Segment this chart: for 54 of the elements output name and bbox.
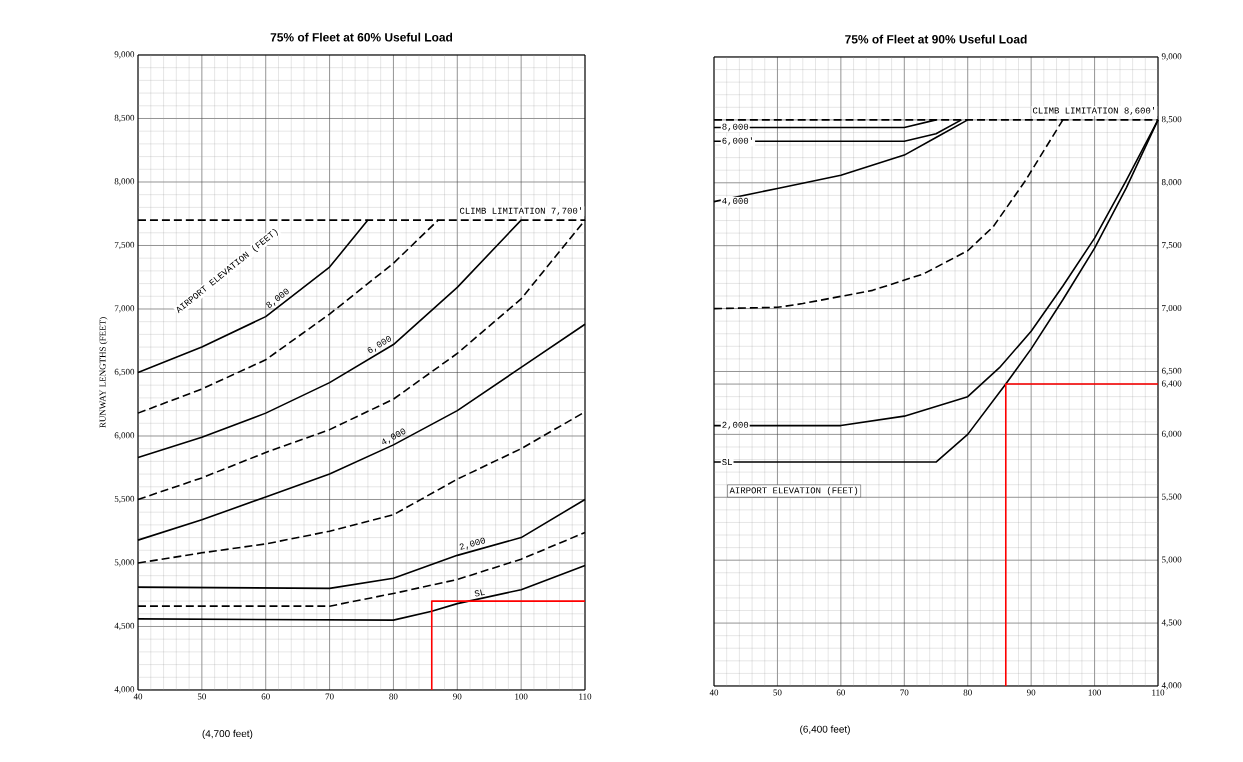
y-tick-label: 5,500	[114, 495, 135, 504]
y-tick-label: 5,000	[114, 559, 135, 567]
y-tick-label: 6,400	[1161, 380, 1182, 388]
x-tick-label: 40	[133, 693, 143, 700]
x-tick-label: 70	[325, 693, 334, 700]
text: (4,700 feet)	[202, 729, 253, 740]
y-tick-label: 4,500	[114, 622, 135, 631]
y-tick-label: 8,500	[1161, 116, 1182, 124]
y-tick-label: 8,000	[114, 178, 135, 186]
chart-title: 75% of Fleet at 60% Useful Load	[270, 32, 453, 42]
series-label: SL	[722, 459, 732, 466]
series-label: 8,000	[722, 123, 749, 132]
y-tick-label: 7,500	[114, 241, 135, 250]
y-tick-label: 6,000	[1161, 430, 1182, 439]
x-tick-label: 90	[1026, 689, 1036, 696]
x-tick-label: 110	[1152, 689, 1165, 696]
y-axis-title: RUNWAY LENGTHS (FEET)	[99, 317, 108, 428]
x-tick-label: 50	[197, 693, 207, 700]
series-label: 6,000'	[722, 137, 752, 146]
x-tick-label: 90	[453, 693, 462, 700]
x-tick-label: 100	[515, 693, 528, 700]
y-tick-label: 6,500	[1161, 367, 1182, 376]
x-tick-label: 40	[709, 689, 719, 696]
ref-line-label: CLIMB LIMITATION 8,600'	[1032, 107, 1154, 116]
y-tick-label: 9,000	[114, 51, 135, 59]
y-tick-label: 5,500	[1162, 493, 1182, 501]
y-tick-label: 8,000	[1161, 179, 1182, 187]
y-tick-label: 5,000	[1162, 556, 1182, 564]
y-tick-label: 8,500	[114, 114, 135, 123]
y-tick-label: 4,000	[1161, 682, 1182, 690]
ref-line-label: CLIMB LIMITATION 7,700'	[459, 207, 581, 216]
series-label: 2,000	[722, 421, 749, 430]
x-tick-label: 100	[1088, 689, 1101, 696]
y-tick-label: 4,000	[114, 686, 135, 694]
x-tick-label: 110	[579, 693, 592, 700]
y-tick-label: 7,000	[1162, 304, 1182, 313]
x-tick-label: 60	[261, 693, 270, 700]
x-tick-label: 80	[963, 689, 972, 696]
x-tick-label: 50	[773, 689, 782, 696]
x-tick-label: 70	[900, 689, 909, 696]
y-tick-label: 6,000	[114, 432, 135, 440]
y-tick-label: 6,500	[114, 368, 135, 377]
text: (6,400 feet)	[800, 725, 850, 735]
x-tick-label: 60	[836, 689, 846, 696]
text: SL	[474, 589, 486, 597]
x-tick-label: 80	[389, 693, 398, 700]
chart-title: 75% of Fleet at 90% Useful Load	[845, 34, 1027, 44]
text: 2,000	[459, 537, 485, 550]
annotation: AIRPORT ELEVATION (FEET)	[729, 486, 858, 496]
y-tick-label: 9,000	[1161, 53, 1182, 61]
y-tick-label: 4,500	[1161, 619, 1182, 627]
y-tick-label: 7,500	[1162, 242, 1182, 250]
y-tick-label: 7,000	[114, 305, 135, 313]
series-label: 4,000	[722, 197, 749, 206]
